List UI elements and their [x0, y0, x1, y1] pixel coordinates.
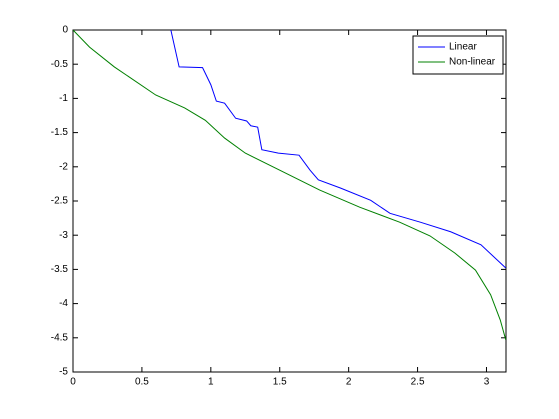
plot-area	[72, 29, 507, 373]
x-tick-label: 0.5	[135, 377, 149, 388]
y-tick-label: -1.5	[51, 127, 69, 138]
y-tick-label: -1	[59, 93, 68, 104]
y-tick-label: -3.5	[51, 264, 69, 275]
y-tick-label: -3	[59, 230, 68, 241]
legend-label: Linear	[449, 42, 477, 53]
x-tick-label: 3	[484, 377, 490, 388]
y-tick-label: -4	[59, 298, 68, 309]
x-tick-label: 0	[70, 377, 76, 388]
line-series	[73, 30, 506, 340]
y-tick-label: -2	[59, 161, 68, 172]
y-tick-label: 0	[62, 25, 68, 36]
legend-label: Non-linear	[449, 57, 496, 68]
x-tick-label: 2	[346, 377, 352, 388]
x-tick-label: 2.5	[411, 377, 425, 388]
y-tick-label: -2.5	[51, 196, 69, 207]
plot-lines	[73, 30, 506, 340]
line-series	[170, 30, 506, 269]
x-tick-label: 1	[208, 377, 214, 388]
y-tick-label: -5	[59, 367, 68, 378]
y-tick-label: -4.5	[51, 332, 69, 343]
legend-box	[412, 35, 504, 75]
y-tick-label: -0.5	[51, 59, 69, 70]
x-tick-label: 1.5	[273, 377, 287, 388]
